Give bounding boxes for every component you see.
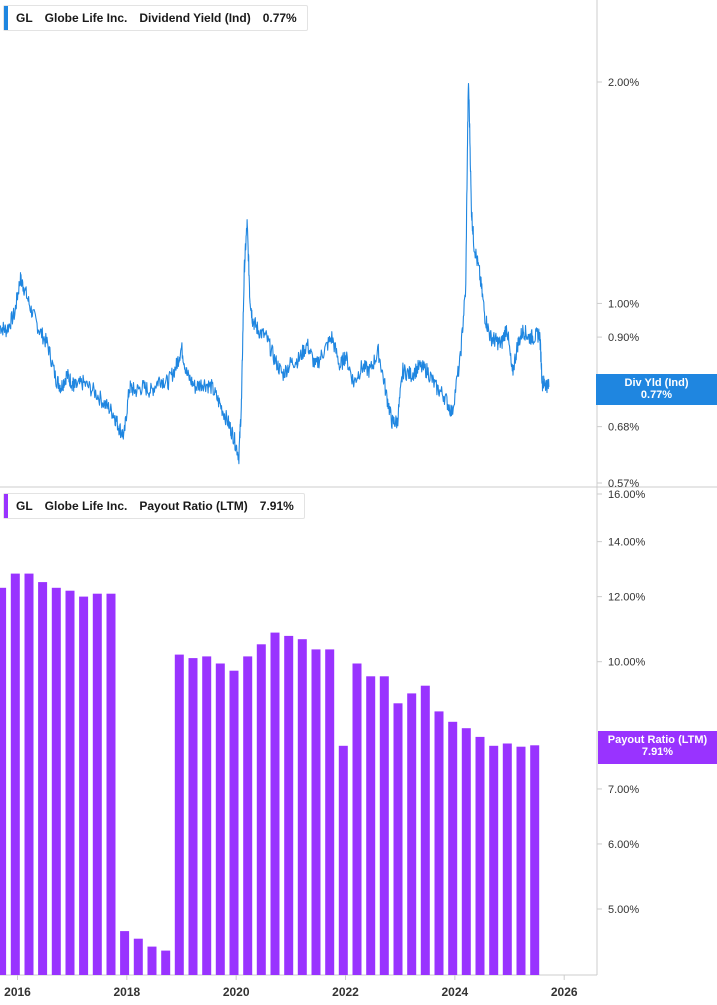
- x-tick-label-1: 2018: [113, 985, 140, 999]
- payout-y-tick-label-4: 12.00%: [608, 592, 646, 604]
- yield-legend-value: 0.77%: [262, 11, 297, 25]
- payout-y-tick-label-5: 14.00%: [608, 537, 646, 549]
- yield-flag-label: Div Yld (Ind): [624, 377, 689, 389]
- payout-last-value-flag: Payout Ratio (LTM) 7.91%: [598, 731, 717, 764]
- payout-bar-37: [502, 743, 512, 975]
- payout-flag-value: 7.91%: [641, 746, 674, 758]
- payout-bar-29: [393, 703, 403, 975]
- payout-bar-33: [448, 721, 458, 975]
- payout-bar-19: [256, 644, 266, 975]
- payout-bar-12: [161, 950, 171, 975]
- payout-bar-4: [51, 587, 61, 975]
- payout-legend-swatch: [4, 494, 8, 518]
- yield-legend-company: Globe Life Inc.: [44, 11, 128, 25]
- payout-bar-13: [174, 654, 184, 975]
- payout-bar-32: [434, 711, 444, 975]
- payout-bar-1: [10, 573, 20, 975]
- x-tick-label-2: 2020: [223, 985, 250, 999]
- payout-bar-36: [489, 745, 499, 975]
- yield-legend-ticker: GL: [16, 11, 33, 25]
- yield-y-tick-label-4: 2.00%: [608, 77, 639, 89]
- x-tick-label-0: 2016: [4, 985, 31, 999]
- payout-bar-6: [79, 596, 89, 975]
- yield-legend-metric: Dividend Yield (Ind): [139, 11, 251, 25]
- payout-bar-16: [215, 663, 225, 975]
- x-tick-label-3: 2022: [332, 985, 359, 999]
- payout-legend-value: 7.91%: [259, 499, 294, 513]
- payout-bar-30: [407, 693, 417, 975]
- payout-bar-2: [24, 573, 34, 975]
- payout-bar-23: [311, 649, 321, 975]
- yield-legend: GL Globe Life Inc. Dividend Yield (Ind) …: [3, 5, 308, 31]
- payout-y-tick-label-1: 6.00%: [608, 839, 639, 851]
- dividend-yield-series-line: [0, 82, 550, 465]
- payout-bar-24: [325, 649, 335, 975]
- payout-legend-company: Globe Life Inc.: [44, 499, 128, 513]
- yield-y-tick-label-2: 0.90%: [608, 332, 639, 344]
- payout-bar-34: [461, 728, 471, 975]
- payout-legend-ticker: GL: [16, 499, 33, 513]
- payout-bar-21: [284, 635, 294, 975]
- payout-bar-14: [188, 658, 198, 975]
- payout-bar-28: [379, 676, 389, 975]
- payout-bar-9: [120, 931, 130, 975]
- payout-bar-0: [0, 587, 7, 975]
- yield-y-tick-label-0: 0.57%: [608, 478, 639, 490]
- payout-bar-8: [106, 593, 116, 975]
- payout-y-tick-label-3: 10.00%: [608, 657, 646, 669]
- payout-bar-22: [297, 639, 307, 975]
- payout-bar-7: [92, 593, 102, 975]
- x-tick-label-4: 2024: [442, 985, 469, 999]
- payout-bar-31: [420, 685, 430, 975]
- yield-y-tick-label-3: 1.00%: [608, 298, 639, 310]
- payout-bar-15: [202, 656, 212, 975]
- payout-bar-25: [338, 745, 348, 975]
- payout-y-tick-label-0: 5.00%: [608, 904, 639, 916]
- payout-bar-11: [147, 946, 157, 975]
- payout-y-tick-label-6: 16.00%: [608, 489, 646, 501]
- payout-y-tick-label-2: 7.00%: [608, 784, 639, 796]
- payout-bar-5: [65, 590, 75, 975]
- payout-bar-38: [516, 746, 526, 975]
- payout-legend: GL Globe Life Inc. Payout Ratio (LTM) 7.…: [3, 493, 305, 519]
- yield-flag-value: 0.77%: [640, 389, 673, 401]
- payout-bar-18: [243, 656, 253, 975]
- payout-bar-35: [475, 736, 485, 975]
- yield-y-tick-label-1: 0.68%: [608, 422, 639, 434]
- payout-bar-17: [229, 670, 239, 975]
- payout-flag-label: Payout Ratio (LTM): [607, 734, 708, 746]
- yield-last-value-flag: Div Yld (Ind) 0.77%: [596, 374, 717, 405]
- payout-bar-20: [270, 632, 280, 975]
- payout-bar-26: [352, 663, 362, 975]
- payout-legend-metric: Payout Ratio (LTM): [139, 499, 248, 513]
- yield-legend-swatch: [4, 6, 8, 30]
- payout-bar-27: [366, 676, 376, 975]
- payout-bar-39: [530, 745, 540, 975]
- payout-bar-10: [133, 938, 143, 975]
- payout-bar-3: [38, 582, 48, 975]
- x-tick-label-5: 2026: [551, 985, 578, 999]
